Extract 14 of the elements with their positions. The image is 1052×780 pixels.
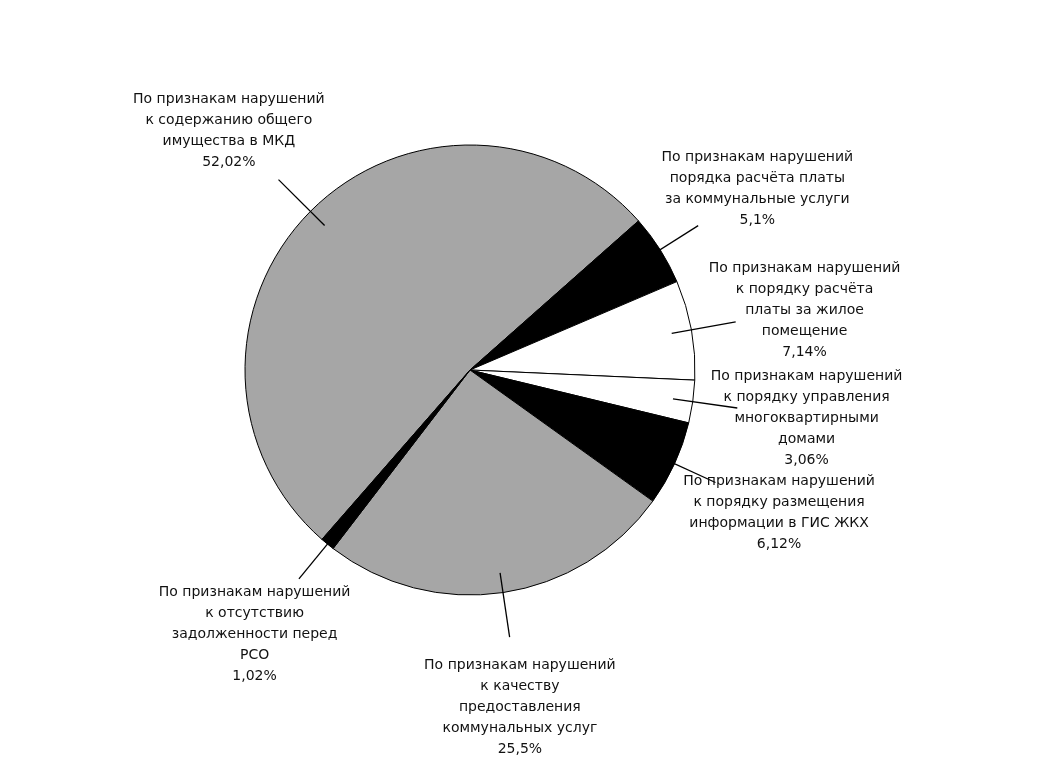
data-label: 52,02%	[202, 153, 256, 170]
slice-label: По признакам нарушений порядка расчёта платы за коммунальные услуги	[661, 148, 854, 207]
data-label: 6,12%	[756, 534, 802, 551]
data-label: 5,1%	[739, 211, 776, 228]
slice-label: По признакам нарушений к отсутствию задолженности перед РСО	[158, 582, 351, 662]
data-label: 7,14%	[782, 342, 827, 359]
slice-label: По признакам нарушений к порядку размещения информации в ГИС ЖКХ	[683, 471, 875, 530]
data-label: 25,5%	[497, 739, 543, 756]
slice-label: По признакам нарушений к порядку управления многоквартирными домами	[710, 367, 903, 447]
slice-label: По признакам нарушений к качеству предоставления коммунальных услуг	[424, 655, 616, 735]
data-label: 3,06%	[784, 451, 829, 468]
slice-label: По признакам нарушений к порядку расчёта платы за жилое помещение	[708, 258, 901, 338]
slice-label: По признакам нарушений к содержанию общего имущества в МКД	[133, 90, 325, 149]
data-label: 1,02%	[232, 666, 277, 683]
